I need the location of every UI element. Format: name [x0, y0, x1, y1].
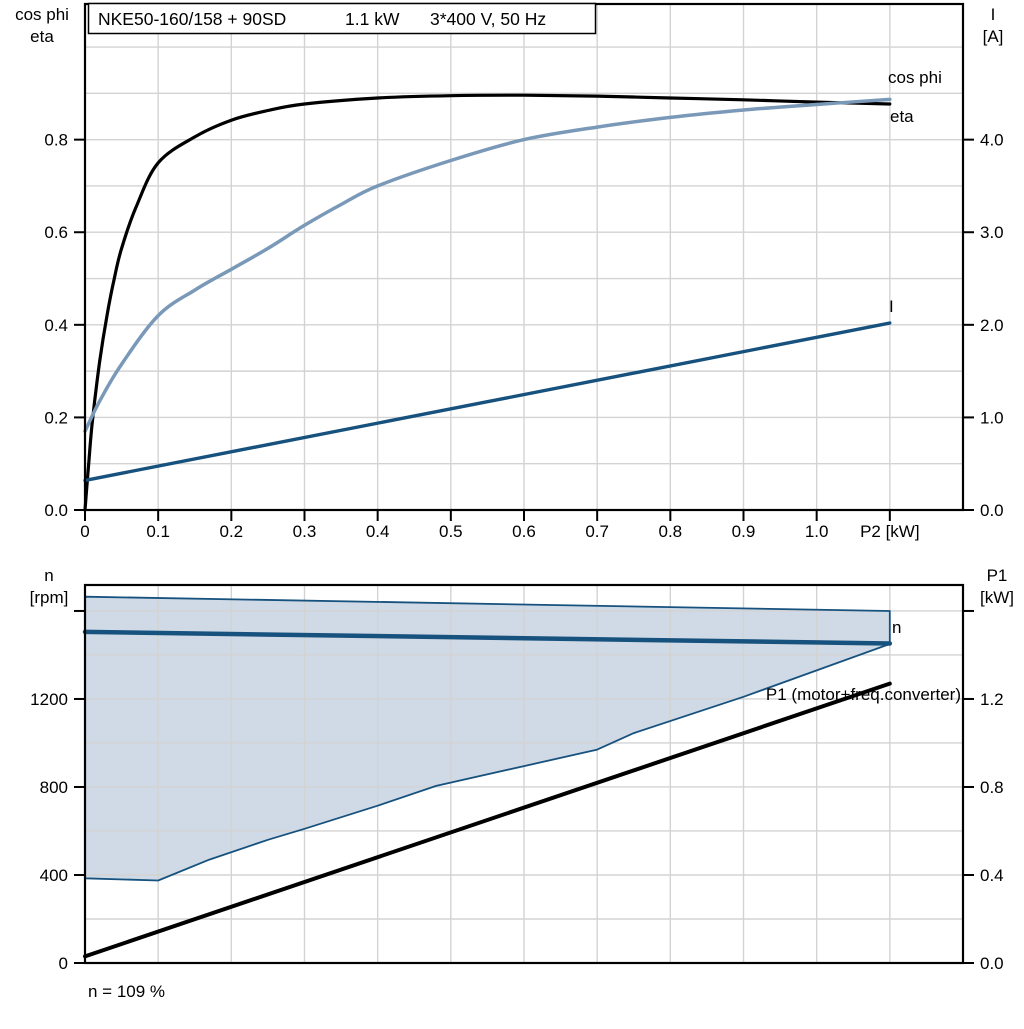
n-curve	[82, 629, 893, 646]
top-right-axis-title-line2: [A]	[983, 27, 1004, 46]
eta-curve	[83, 93, 892, 512]
x-axis-tick-label: 0.7	[585, 522, 609, 541]
p1-curve-label: P1 (motor+freq.converter)	[766, 685, 961, 704]
plot-border	[83, 583, 965, 965]
x-axis-tick-label: 1.0	[805, 522, 829, 541]
top-right-axis-title-line1: I	[991, 5, 996, 24]
x-axis-tick-label: 0.4	[366, 522, 390, 541]
bottom-chart-frame	[83, 583, 965, 965]
cos-phi-curve	[83, 97, 892, 434]
x-axis-tick-label: 0	[80, 522, 89, 541]
left-axis-tick-label: 0.0	[44, 501, 68, 520]
bottom-left-axis-title-line1: n	[44, 566, 53, 585]
left-axis-tick-label: 0.6	[44, 223, 68, 242]
left-axis-tick-label: 0.4	[44, 316, 68, 335]
top-left-axis-title-line2: eta	[30, 27, 54, 46]
right-axis-tick-label: 1.2	[980, 690, 1004, 709]
chart-title-pump: NKE50-160/158 + 90SD	[98, 9, 286, 29]
p1-motor-freq-converter--curve	[83, 681, 892, 959]
left-axis-tick-label: 0	[59, 954, 68, 973]
left-axis-tick-label: 800	[40, 778, 68, 797]
speed-curve-label: n	[892, 618, 901, 637]
x-axis-tick-label: 0.5	[439, 522, 463, 541]
right-axis-tick-label: 2.0	[980, 316, 1004, 335]
x-axis-tick-label: 0.3	[293, 522, 317, 541]
cos-phi-curve-label: cos phi	[888, 68, 942, 87]
right-axis-tick-label: 0.0	[980, 954, 1004, 973]
right-axis-tick-label: 3.0	[980, 223, 1004, 242]
speed-band-outline-layer	[84, 595, 891, 882]
bottom-chart-ticks: 0 400 800 1200 0.0 0.4 0.8 1.2	[30, 609, 1004, 973]
chart-title-box	[87, 2, 597, 35]
top-chart-ticks: 0.0 0.2 0.4 0.6 0.8 0.0 1.0 2.0 3.0 4.0 0 0.1 0.2 0.3…	[44, 131, 1003, 541]
speed-band-fill-layer	[85, 596, 890, 881]
top-chart-grid	[85, 4, 963, 510]
top-left-axis-title-line1: cos phi	[15, 5, 69, 24]
chart-title-power: 1.1 kW	[345, 9, 400, 29]
current-curve-label: I	[889, 297, 894, 316]
left-axis-tick-label: 0.8	[44, 131, 68, 150]
speed-percentage-note: n = 109 %	[88, 982, 165, 1001]
x-axis-tick-label: 0.8	[659, 522, 683, 541]
x-axis-tick-label: 0.9	[732, 522, 756, 541]
right-axis-tick-label: 1.0	[980, 408, 1004, 427]
speed-range-band-outline	[84, 595, 891, 882]
eta-curve-label: eta	[890, 107, 914, 126]
right-axis-tick-label: 0.8	[980, 778, 1004, 797]
i-curve	[83, 321, 892, 483]
bottom-right-axis-title-line1: P1	[987, 566, 1008, 585]
x-axis-tick-label: 0.6	[512, 522, 536, 541]
right-axis-tick-label: 0.4	[980, 866, 1004, 885]
bottom-left-axis-title-line2: [rpm]	[30, 588, 69, 607]
right-axis-tick-label: 4.0	[980, 131, 1004, 150]
right-axis-tick-label: 0.0	[980, 501, 1004, 520]
bottom-chart-curves	[82, 629, 893, 959]
left-axis-tick-label: 400	[40, 866, 68, 885]
bottom-right-axis-title-line2: [kW]	[980, 588, 1014, 607]
top-chart-curves	[83, 93, 892, 512]
bottom-chart-grid	[85, 585, 963, 963]
chart-title-voltage: 3*400 V, 50 Hz	[430, 9, 546, 29]
x-axis-tick-label: 0.2	[220, 522, 244, 541]
left-axis-tick-label: 0.2	[44, 408, 68, 427]
x-axis-tick-label: 0.1	[146, 522, 170, 541]
x-axis-tick-label: P2 [kW]	[860, 522, 920, 541]
left-axis-tick-label: 1200	[30, 690, 68, 709]
speed-range-band-fill	[85, 596, 890, 881]
